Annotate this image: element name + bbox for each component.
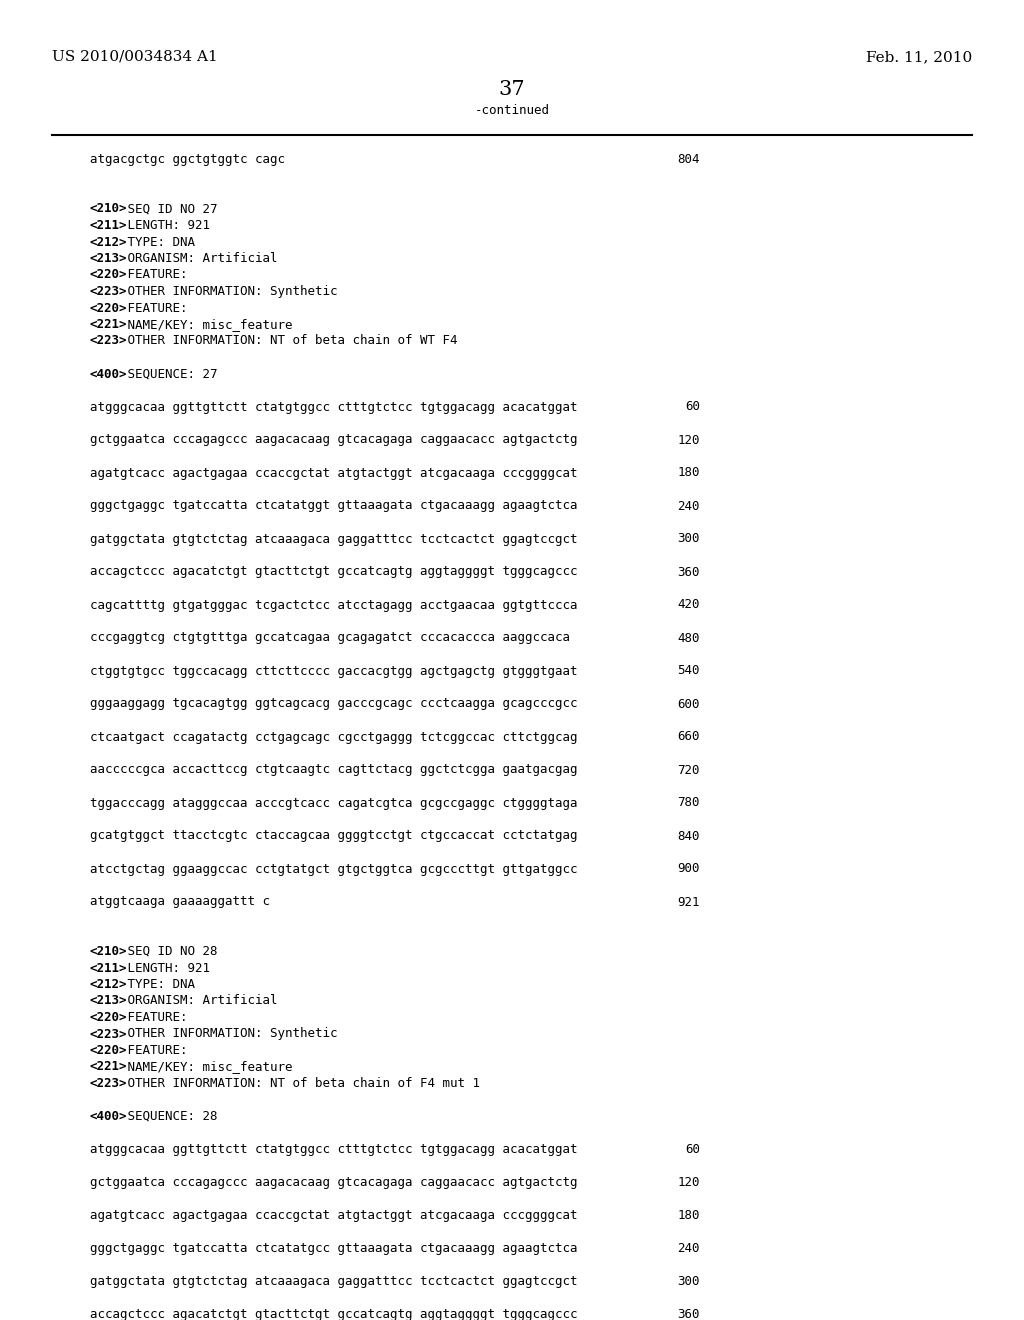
Text: NAME/KEY: misc_feature: NAME/KEY: misc_feature — [120, 318, 293, 331]
Text: ORGANISM: Artificial: ORGANISM: Artificial — [120, 252, 278, 265]
Text: 37: 37 — [499, 81, 525, 99]
Text: gggctgaggc tgatccatta ctcatatggt gttaaagata ctgacaaagg agaagtctca: gggctgaggc tgatccatta ctcatatggt gttaaag… — [90, 499, 578, 512]
Text: aacccccgca accacttccg ctgtcaagtc cagttctacg ggctctcgga gaatgacgag: aacccccgca accacttccg ctgtcaagtc cagttct… — [90, 763, 578, 776]
Text: <220>: <220> — [90, 1044, 128, 1057]
Text: <220>: <220> — [90, 1011, 128, 1024]
Text: 840: 840 — [678, 829, 700, 842]
Text: <223>: <223> — [90, 1077, 128, 1090]
Text: FEATURE:: FEATURE: — [120, 1011, 187, 1024]
Text: Feb. 11, 2010: Feb. 11, 2010 — [865, 50, 972, 63]
Text: 720: 720 — [678, 763, 700, 776]
Text: gctggaatca cccagagccc aagacacaag gtcacagaga caggaacacc agtgactctg: gctggaatca cccagagccc aagacacaag gtcacag… — [90, 1176, 578, 1189]
Text: 480: 480 — [678, 631, 700, 644]
Text: ctggtgtgcc tggccacagg cttcttcccc gaccacgtgg agctgagctg gtgggtgaat: ctggtgtgcc tggccacagg cttcttcccc gaccacg… — [90, 664, 578, 677]
Text: <400>: <400> — [90, 367, 128, 380]
Text: <211>: <211> — [90, 219, 128, 232]
Text: accagctccc agacatctgt gtacttctgt gccatcagtg aggtaggggt tgggcagccc: accagctccc agacatctgt gtacttctgt gccatca… — [90, 565, 578, 578]
Text: gcatgtggct ttacctcgtc ctaccagcaa ggggtcctgt ctgccaccat cctctatgag: gcatgtggct ttacctcgtc ctaccagcaa ggggtcc… — [90, 829, 578, 842]
Text: <220>: <220> — [90, 301, 128, 314]
Text: 360: 360 — [678, 565, 700, 578]
Text: FEATURE:: FEATURE: — [120, 268, 187, 281]
Text: TYPE: DNA: TYPE: DNA — [120, 235, 196, 248]
Text: <221>: <221> — [90, 1060, 128, 1073]
Text: OTHER INFORMATION: Synthetic: OTHER INFORMATION: Synthetic — [120, 285, 338, 298]
Text: TYPE: DNA: TYPE: DNA — [120, 978, 196, 991]
Text: gatggctata gtgtctctag atcaaagaca gaggatttcc tcctcactct ggagtccgct: gatggctata gtgtctctag atcaaagaca gaggatt… — [90, 1275, 578, 1288]
Text: atcctgctag ggaaggccac cctgtatgct gtgctggtca gcgcccttgt gttgatggcc: atcctgctag ggaaggccac cctgtatgct gtgctgg… — [90, 862, 578, 875]
Text: 540: 540 — [678, 664, 700, 677]
Text: 120: 120 — [678, 1176, 700, 1189]
Text: gggctgaggc tgatccatta ctcatatgcc gttaaagata ctgacaaagg agaagtctca: gggctgaggc tgatccatta ctcatatgcc gttaaag… — [90, 1242, 578, 1255]
Text: <210>: <210> — [90, 945, 128, 958]
Text: LENGTH: 921: LENGTH: 921 — [120, 961, 210, 974]
Text: -continued: -continued — [474, 104, 550, 117]
Text: OTHER INFORMATION: Synthetic: OTHER INFORMATION: Synthetic — [120, 1027, 338, 1040]
Text: OTHER INFORMATION: NT of beta chain of F4 mut 1: OTHER INFORMATION: NT of beta chain of F… — [120, 1077, 480, 1090]
Text: 240: 240 — [678, 499, 700, 512]
Text: ORGANISM: Artificial: ORGANISM: Artificial — [120, 994, 278, 1007]
Text: atgggcacaa ggttgttctt ctatgtggcc ctttgtctcc tgtggacagg acacatggat: atgggcacaa ggttgttctt ctatgtggcc ctttgtc… — [90, 400, 578, 413]
Text: 780: 780 — [678, 796, 700, 809]
Text: US 2010/0034834 A1: US 2010/0034834 A1 — [52, 50, 218, 63]
Text: FEATURE:: FEATURE: — [120, 1044, 187, 1057]
Text: 921: 921 — [678, 895, 700, 908]
Text: <213>: <213> — [90, 994, 128, 1007]
Text: gatggctata gtgtctctag atcaaagaca gaggatttcc tcctcactct ggagtccgct: gatggctata gtgtctctag atcaaagaca gaggatt… — [90, 532, 578, 545]
Text: atgggcacaa ggttgttctt ctatgtggcc ctttgtctcc tgtggacagg acacatggat: atgggcacaa ggttgttctt ctatgtggcc ctttgtc… — [90, 1143, 578, 1156]
Text: <210>: <210> — [90, 202, 128, 215]
Text: SEQUENCE: 28: SEQUENCE: 28 — [120, 1110, 217, 1123]
Text: 804: 804 — [678, 153, 700, 166]
Text: 300: 300 — [678, 1275, 700, 1288]
Text: 660: 660 — [678, 730, 700, 743]
Text: <213>: <213> — [90, 252, 128, 265]
Text: atgacgctgc ggctgtggtc cagc: atgacgctgc ggctgtggtc cagc — [90, 153, 285, 166]
Text: <223>: <223> — [90, 285, 128, 298]
Text: 180: 180 — [678, 1209, 700, 1222]
Text: 180: 180 — [678, 466, 700, 479]
Text: cagcattttg gtgatgggac tcgactctcc atcctagagg acctgaacaa ggtgttccca: cagcattttg gtgatgggac tcgactctcc atcctag… — [90, 598, 578, 611]
Text: tggacccagg atagggccaa acccgtcacc cagatcgtca gcgccgaggc ctggggtaga: tggacccagg atagggccaa acccgtcacc cagatcg… — [90, 796, 578, 809]
Text: 120: 120 — [678, 433, 700, 446]
Text: agatgtcacc agactgagaa ccaccgctat atgtactggt atcgacaaga cccggggcat: agatgtcacc agactgagaa ccaccgctat atgtact… — [90, 1209, 578, 1222]
Text: <212>: <212> — [90, 978, 128, 991]
Text: <400>: <400> — [90, 1110, 128, 1123]
Text: FEATURE:: FEATURE: — [120, 301, 187, 314]
Text: SEQ ID NO 28: SEQ ID NO 28 — [120, 945, 217, 958]
Text: LENGTH: 921: LENGTH: 921 — [120, 219, 210, 232]
Text: agatgtcacc agactgagaa ccaccgctat atgtactggt atcgacaaga cccggggcat: agatgtcacc agactgagaa ccaccgctat atgtact… — [90, 466, 578, 479]
Text: atggtcaaga gaaaaggattt c: atggtcaaga gaaaaggattt c — [90, 895, 270, 908]
Text: <221>: <221> — [90, 318, 128, 331]
Text: 60: 60 — [685, 1143, 700, 1156]
Text: ctcaatgact ccagatactg cctgagcagc cgcctgaggg tctcggccac cttctggcag: ctcaatgact ccagatactg cctgagcagc cgcctga… — [90, 730, 578, 743]
Text: gggaaggagg tgcacagtgg ggtcagcacg gacccgcagc ccctcaagga gcagcccgcc: gggaaggagg tgcacagtgg ggtcagcacg gacccgc… — [90, 697, 578, 710]
Text: gctggaatca cccagagccc aagacacaag gtcacagaga caggaacacc agtgactctg: gctggaatca cccagagccc aagacacaag gtcacag… — [90, 433, 578, 446]
Text: SEQ ID NO 27: SEQ ID NO 27 — [120, 202, 217, 215]
Text: SEQUENCE: 27: SEQUENCE: 27 — [120, 367, 217, 380]
Text: 240: 240 — [678, 1242, 700, 1255]
Text: <212>: <212> — [90, 235, 128, 248]
Text: 900: 900 — [678, 862, 700, 875]
Text: 600: 600 — [678, 697, 700, 710]
Text: 360: 360 — [678, 1308, 700, 1320]
Text: 60: 60 — [685, 400, 700, 413]
Text: <211>: <211> — [90, 961, 128, 974]
Text: <223>: <223> — [90, 334, 128, 347]
Text: 300: 300 — [678, 532, 700, 545]
Text: <223>: <223> — [90, 1027, 128, 1040]
Text: <220>: <220> — [90, 268, 128, 281]
Text: NAME/KEY: misc_feature: NAME/KEY: misc_feature — [120, 1060, 293, 1073]
Text: cccgaggtcg ctgtgtttga gccatcagaa gcagagatct cccacaccca aaggccaca: cccgaggtcg ctgtgtttga gccatcagaa gcagaga… — [90, 631, 570, 644]
Text: OTHER INFORMATION: NT of beta chain of WT F4: OTHER INFORMATION: NT of beta chain of W… — [120, 334, 458, 347]
Text: accagctccc agacatctgt gtacttctgt gccatcagtg aggtaggggt tgggcagccc: accagctccc agacatctgt gtacttctgt gccatca… — [90, 1308, 578, 1320]
Text: 420: 420 — [678, 598, 700, 611]
